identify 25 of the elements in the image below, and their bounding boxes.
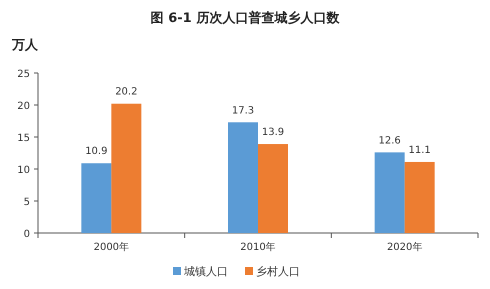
x-tick-label: 2020年	[386, 241, 422, 253]
legend-label: 城镇人口	[183, 265, 228, 278]
y-tick-label: 10	[17, 165, 30, 176]
bar	[228, 122, 258, 233]
chart-title: 图 6-1 历次人口普查城乡人口数	[150, 10, 340, 26]
y-tick-label: 20	[17, 101, 30, 112]
data-label: 12.6	[378, 135, 401, 146]
x-tick-label: 2000年	[94, 241, 130, 253]
x-tick-label: 2010年	[240, 241, 276, 253]
data-label: 13.9	[262, 127, 284, 138]
y-axis-title: 万人	[11, 38, 39, 53]
data-label: 20.2	[115, 86, 138, 98]
data-label: 11.1	[408, 144, 431, 156]
y-tick-label: 25	[17, 69, 30, 80]
bar	[404, 162, 435, 233]
legend-label: 乡村人口	[256, 265, 300, 278]
bar	[81, 163, 112, 233]
bar	[374, 152, 405, 233]
y-tick-label: 15	[17, 133, 30, 144]
bar	[258, 144, 288, 233]
bar	[111, 104, 142, 233]
data-label: 10.9	[85, 146, 108, 158]
y-tick-label: 5	[24, 197, 30, 208]
data-label: 17.3	[232, 105, 254, 116]
y-tick-label: 0	[24, 229, 30, 240]
